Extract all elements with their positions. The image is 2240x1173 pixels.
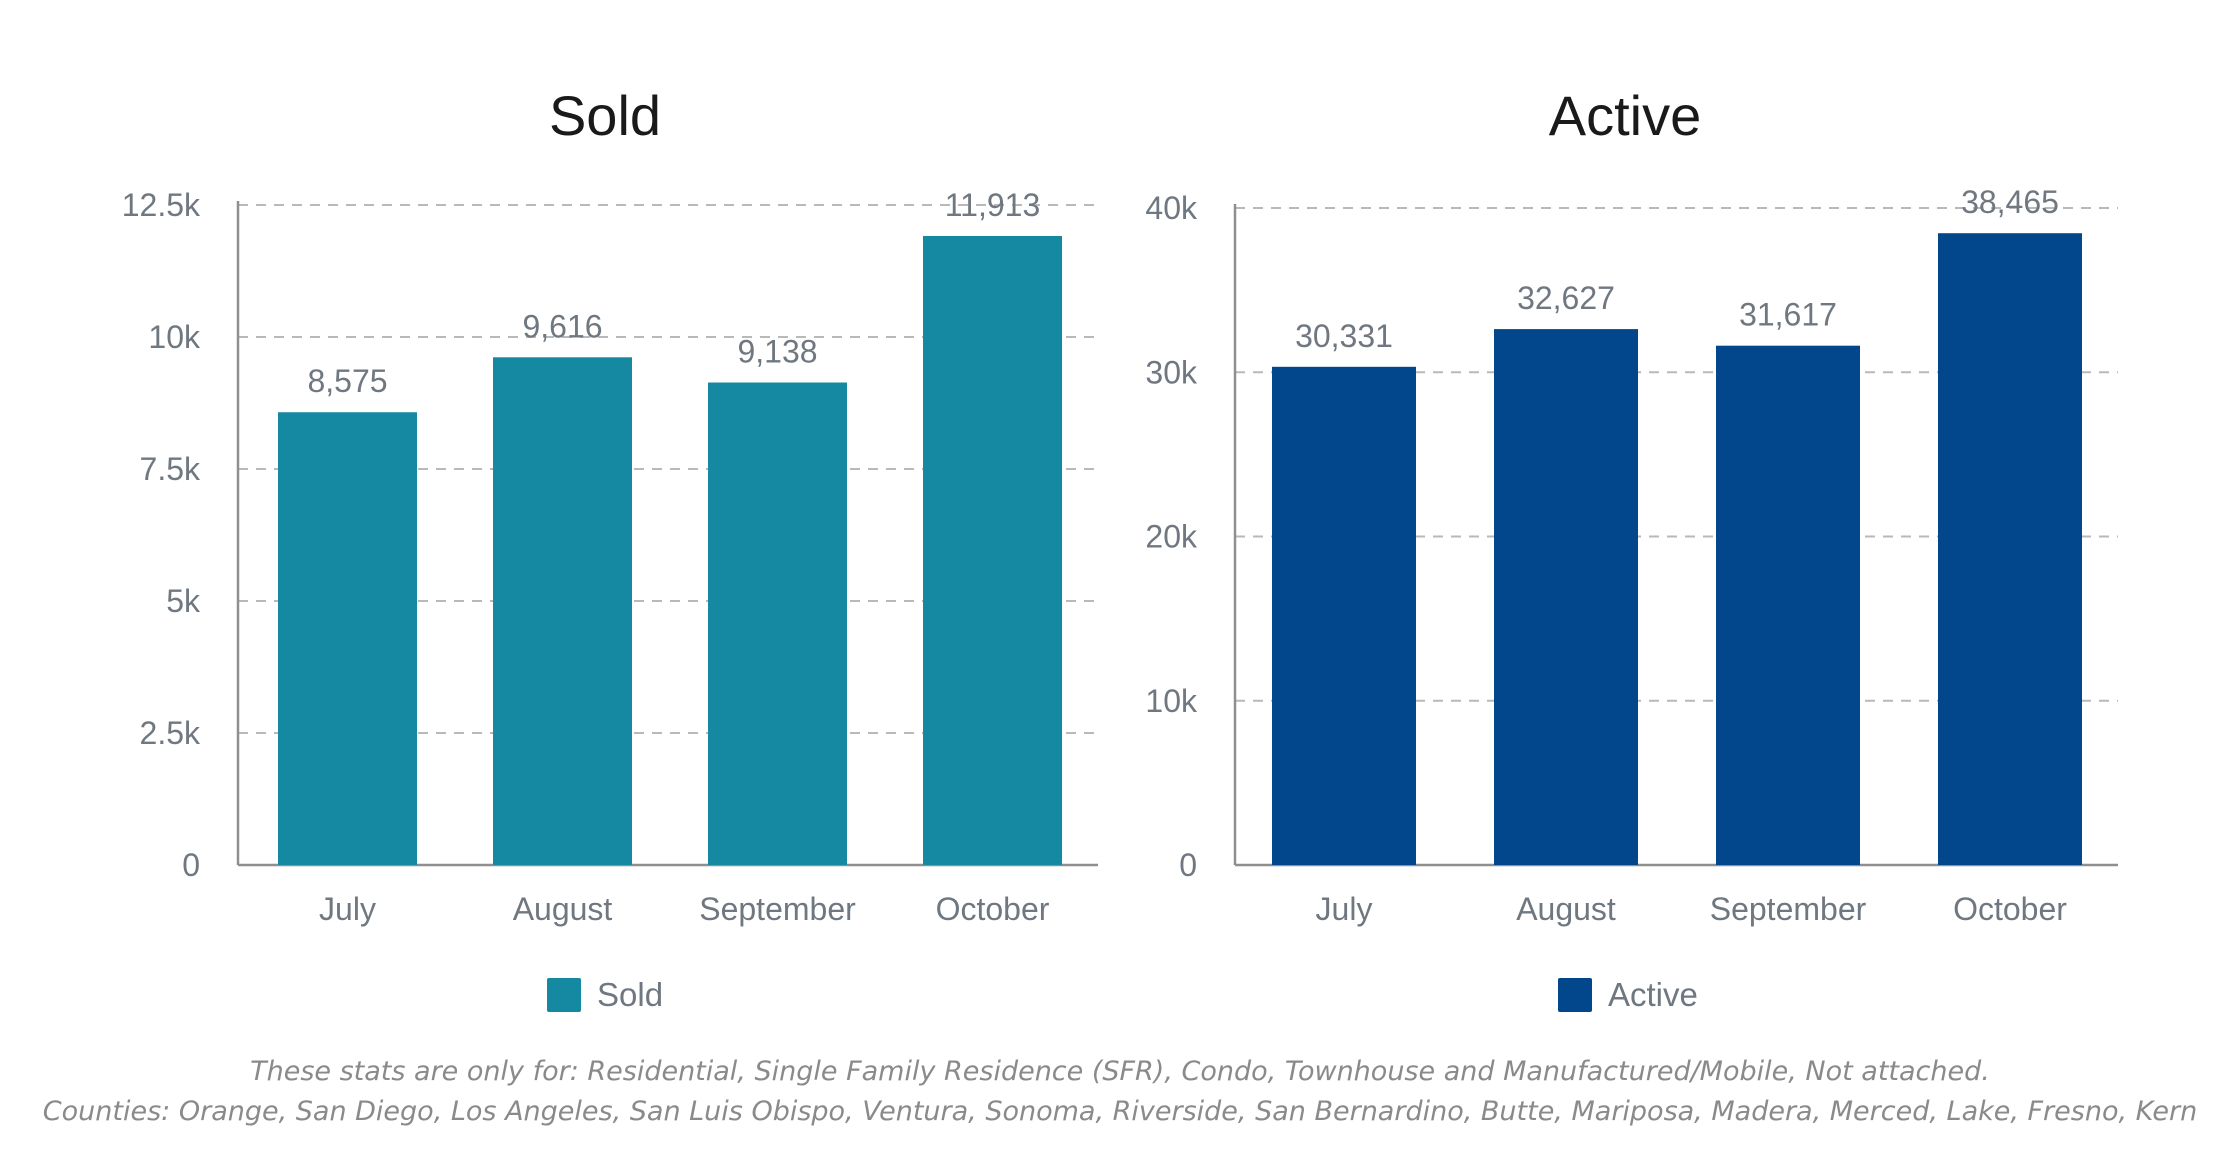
sold-value-label: 9,138 — [737, 334, 817, 370]
sold-x-tick-label: July — [319, 891, 376, 927]
sold-value-label: 11,913 — [945, 187, 1041, 223]
active-value-label: 31,617 — [1739, 297, 1837, 333]
active-value-label: 30,331 — [1295, 318, 1393, 354]
active-y-tick-label: 10k — [1145, 683, 1198, 719]
active-value-label: 32,627 — [1517, 280, 1615, 316]
active-value-label: 38,465 — [1961, 184, 2059, 220]
sold-y-tick-label: 0 — [182, 847, 200, 883]
active-bar-october — [1938, 233, 2082, 865]
sold-y-tick-label: 7.5k — [140, 451, 201, 487]
sold-value-label: 8,575 — [307, 363, 387, 399]
sold-value-label: 9,616 — [522, 308, 602, 344]
sold-y-tick-label: 5k — [166, 583, 201, 619]
sold-bar-september — [708, 382, 847, 865]
sold-bar-october — [923, 235, 1062, 866]
sold-y-tick-label: 10k — [148, 319, 201, 355]
active-y-tick-label: 0 — [1179, 847, 1197, 883]
sold-legend-swatch — [547, 978, 581, 1012]
sold-x-tick-label: August — [513, 891, 613, 927]
active-y-tick-label: 40k — [1145, 190, 1198, 226]
footnote-counties: Counties: Orange, San Diego, Los Angeles… — [42, 1096, 2198, 1127]
sold-legend-label: Sold — [597, 976, 663, 1013]
active-bar-september — [1716, 345, 1860, 865]
sold-x-tick-label: September — [699, 891, 856, 927]
active-chart-title: Active — [1549, 84, 1702, 147]
active-x-tick-label: August — [1516, 891, 1616, 927]
sold-bar-august — [493, 357, 632, 865]
active-bar-july — [1272, 366, 1416, 865]
sold-chart-title: Sold — [549, 84, 661, 147]
active-legend-label: Active — [1608, 976, 1698, 1013]
charts-canvas: Sold 0 2.5k 5k 7.5k 10k 12.5k 8,575 July 9,616 Aug… — [122, 84, 2118, 1013]
active-bar-august — [1494, 329, 1638, 865]
sold-y-tick-label: 2.5k — [140, 715, 201, 751]
active-x-tick-label: October — [1953, 891, 2067, 927]
active-y-tick-label: 30k — [1145, 354, 1198, 390]
active-y-tick-label: 20k — [1145, 519, 1198, 555]
active-x-tick-label: July — [1316, 891, 1373, 927]
footnote-filters: These stats are only for: Residential, S… — [250, 1056, 1990, 1087]
active-legend-swatch — [1558, 978, 1592, 1012]
active-x-tick-label: September — [1710, 891, 1867, 927]
sold-bar-july — [278, 412, 417, 865]
sold-x-tick-label: October — [936, 891, 1050, 927]
sold-y-tick-label: 12.5k — [122, 187, 201, 223]
